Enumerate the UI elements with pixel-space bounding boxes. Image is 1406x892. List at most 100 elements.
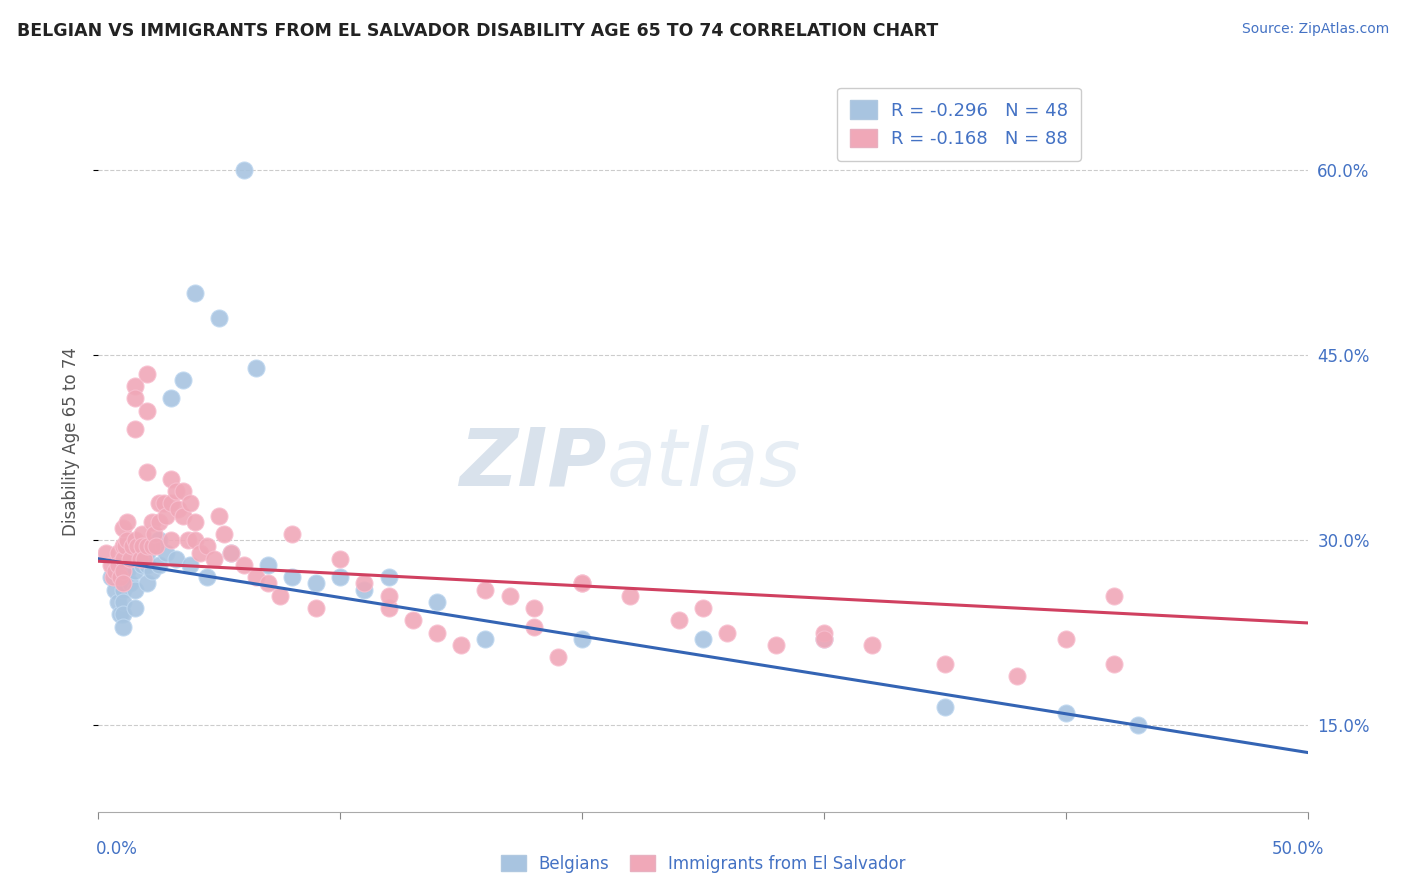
Point <box>127 540 149 554</box>
Point <box>571 576 593 591</box>
Point <box>571 576 593 591</box>
Point <box>155 508 177 523</box>
Point <box>111 558 134 572</box>
Point <box>118 551 141 566</box>
Point <box>668 614 690 628</box>
Point <box>256 576 278 591</box>
Point <box>143 527 166 541</box>
Point <box>184 515 207 529</box>
Point <box>177 533 200 548</box>
Point <box>111 540 134 554</box>
Point <box>813 625 835 640</box>
Point <box>184 286 207 301</box>
Point <box>1128 718 1150 732</box>
Point <box>474 632 496 646</box>
Point <box>377 601 399 615</box>
Point <box>377 589 399 603</box>
Point <box>256 558 278 572</box>
Text: atlas: atlas <box>606 425 801 503</box>
Point <box>547 650 569 665</box>
Point <box>716 625 738 640</box>
Point <box>245 570 267 584</box>
Point <box>1054 632 1077 646</box>
Point <box>124 582 146 597</box>
Point <box>474 582 496 597</box>
Point <box>184 533 207 548</box>
Point <box>104 582 127 597</box>
Point <box>155 546 177 560</box>
Point <box>104 564 127 578</box>
Point <box>353 576 375 591</box>
Point <box>124 533 146 548</box>
Point <box>523 620 546 634</box>
Point <box>134 551 156 566</box>
Point <box>305 576 328 591</box>
Point <box>135 576 157 591</box>
Point <box>101 570 124 584</box>
Point <box>426 595 449 609</box>
Point <box>141 515 163 529</box>
Point <box>426 625 449 640</box>
Point <box>111 576 134 591</box>
Point <box>114 540 136 554</box>
Point <box>121 540 143 554</box>
Point <box>450 638 472 652</box>
Point <box>152 496 174 510</box>
Point <box>281 527 304 541</box>
Point <box>860 638 883 652</box>
Point <box>124 601 146 615</box>
Point <box>111 607 134 622</box>
Point <box>111 582 134 597</box>
Point <box>160 472 183 486</box>
Point <box>232 163 254 178</box>
Point <box>1102 657 1125 671</box>
Point <box>692 601 714 615</box>
Point <box>813 632 835 646</box>
Point <box>107 558 129 572</box>
Point <box>692 632 714 646</box>
Text: 50.0%: 50.0% <box>1272 840 1324 858</box>
Point <box>269 589 291 603</box>
Point <box>195 540 218 554</box>
Point <box>145 540 167 554</box>
Point <box>208 508 231 523</box>
Point <box>329 570 352 584</box>
Point <box>179 496 201 510</box>
Point <box>135 540 157 554</box>
Point <box>108 570 131 584</box>
Point <box>167 502 190 516</box>
Point <box>117 564 139 578</box>
Point <box>160 496 183 510</box>
Point <box>934 657 956 671</box>
Y-axis label: Disability Age 65 to 74: Disability Age 65 to 74 <box>62 347 80 536</box>
Point <box>204 551 226 566</box>
Point <box>221 546 243 560</box>
Point <box>402 614 425 628</box>
Point <box>188 546 211 560</box>
Point <box>172 483 194 498</box>
Point <box>124 379 146 393</box>
Point <box>523 601 546 615</box>
Point <box>208 311 231 326</box>
Point <box>329 551 352 566</box>
Point <box>141 564 163 578</box>
Text: Source: ZipAtlas.com: Source: ZipAtlas.com <box>1241 22 1389 37</box>
Point <box>305 601 328 615</box>
Point <box>108 607 131 622</box>
Point <box>172 373 194 387</box>
Point <box>131 540 153 554</box>
Point <box>124 564 146 578</box>
Point <box>117 515 139 529</box>
Point <box>619 589 641 603</box>
Point <box>148 496 170 510</box>
Point <box>94 546 117 560</box>
Point <box>124 551 146 566</box>
Point <box>148 515 170 529</box>
Point <box>135 558 157 572</box>
Point <box>571 632 593 646</box>
Point <box>377 570 399 584</box>
Point <box>165 551 187 566</box>
Point <box>124 392 146 406</box>
Point <box>148 533 170 548</box>
Point <box>765 638 787 652</box>
